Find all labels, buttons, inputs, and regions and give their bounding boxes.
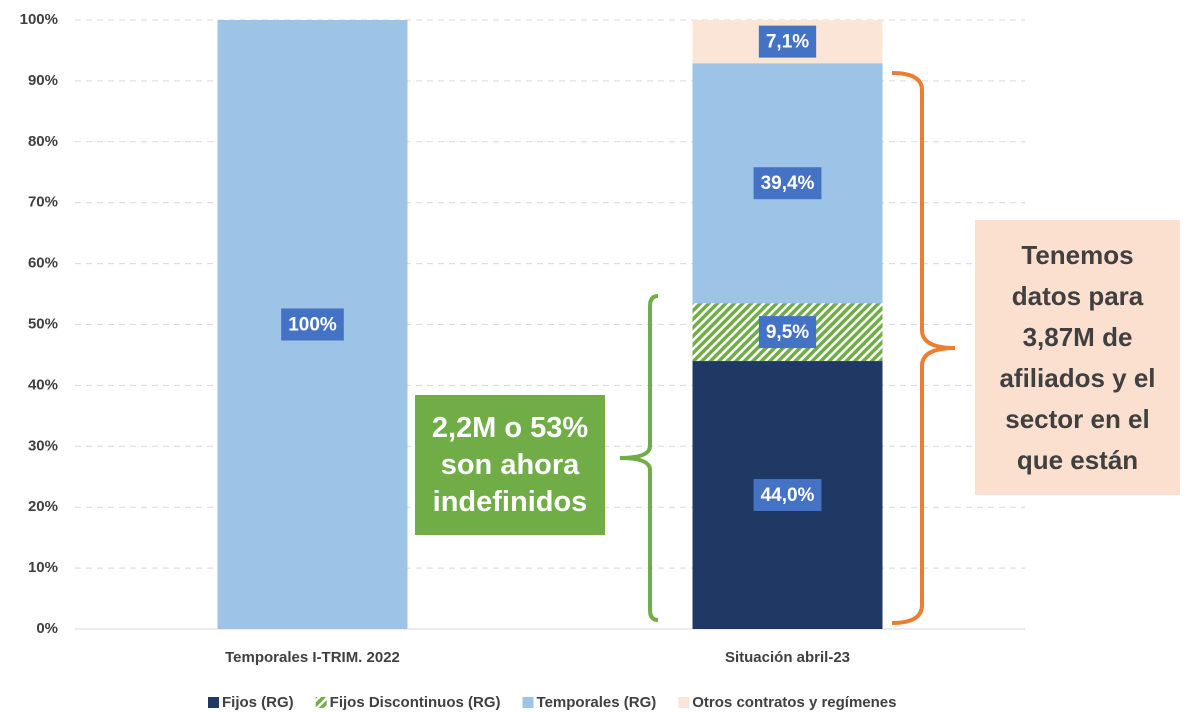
legend-swatch: [315, 697, 327, 708]
y-tick-label: 70%: [28, 194, 58, 211]
value-label: 9,5%: [766, 322, 809, 343]
annotation-line: datos para: [1011, 280, 1144, 311]
legend-swatch: [678, 697, 690, 708]
annotation-orange: Tenemos datos para 3,87M de afiliados y el s…: [975, 220, 1180, 495]
annotation-line: indefinidos: [432, 485, 588, 518]
value-label-box: [753, 167, 822, 200]
value-label: 44,0%: [761, 485, 815, 506]
green-brace: [619, 294, 659, 622]
annotation-line: Tenemos: [1021, 239, 1134, 270]
value-label-box: [753, 479, 822, 512]
legend-label: Fijos (RG): [222, 694, 294, 711]
x-tick-label: Temporales I-TRIM. 2022: [225, 649, 400, 666]
y-tick-label: 20%: [28, 498, 58, 515]
legend-swatch: [208, 697, 219, 708]
y-tick-label: 50%: [28, 315, 58, 332]
y-tick-label: 40%: [28, 376, 58, 393]
y-tick-label: 10%: [28, 559, 58, 576]
legend-swatch: [522, 697, 534, 708]
annotation-line: 3,87M de: [1022, 321, 1133, 352]
value-label-box: [758, 25, 817, 58]
annotation-line: 2,2M o 53%: [431, 411, 589, 444]
value-label-box: [281, 308, 344, 341]
annotation-line: son ahora: [440, 448, 580, 481]
y-tick-label: 90%: [28, 72, 58, 89]
y-tick-label: 0%: [36, 620, 58, 637]
annotation-line: afiliados y el: [999, 362, 1156, 393]
annotation-line: que están: [1016, 444, 1139, 475]
annotation-line: sector en el: [1005, 403, 1150, 434]
orange-brace: [891, 71, 956, 625]
value-label-box: [758, 316, 817, 349]
legend-label: Fijos Discontinuos (RG): [330, 694, 501, 711]
y-tick-label: 100%: [20, 11, 58, 28]
y-tick-label: 30%: [28, 437, 58, 454]
legend-label: Otros contratos y regímenes: [692, 694, 896, 711]
value-label: 100%: [288, 315, 337, 336]
value-label: 39,4%: [761, 173, 815, 194]
x-tick-label: Situación abril-23: [725, 649, 850, 666]
annotation-green: 2,2M o 53% son ahora indefinidos: [415, 395, 605, 535]
value-label: 7,1%: [766, 32, 809, 53]
legend-label: Temporales (RG): [537, 694, 657, 711]
y-tick-label: 80%: [28, 133, 58, 150]
y-tick-label: 60%: [28, 255, 58, 272]
